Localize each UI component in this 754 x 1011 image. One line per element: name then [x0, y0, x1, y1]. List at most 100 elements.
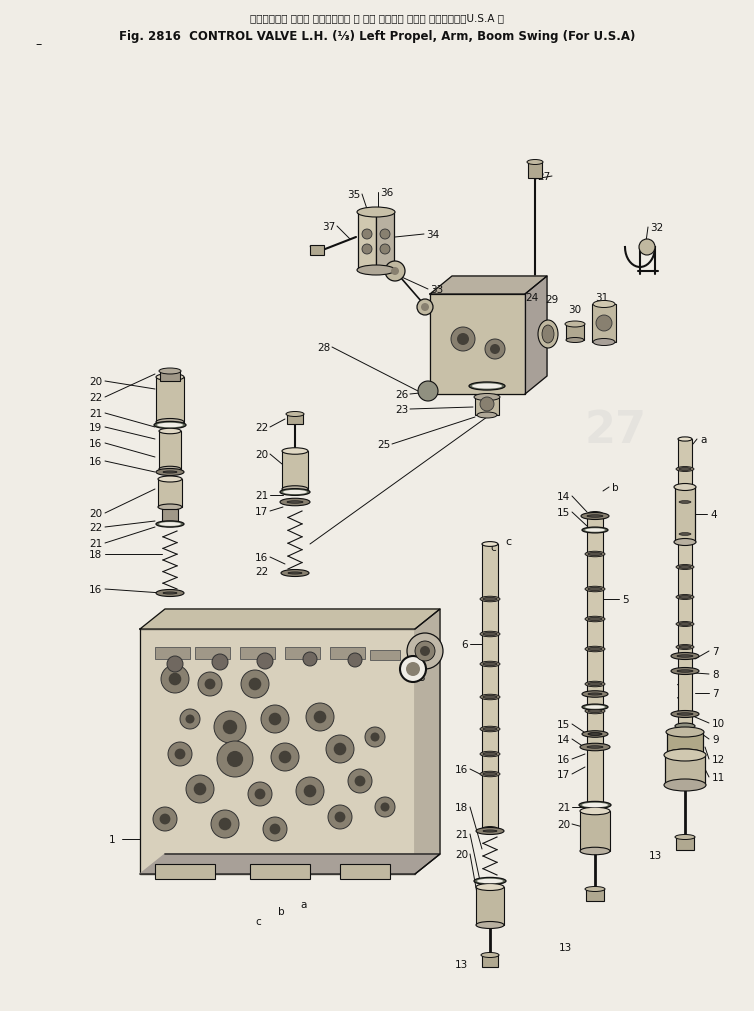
- Polygon shape: [140, 610, 440, 630]
- Text: 11: 11: [712, 772, 725, 783]
- Circle shape: [185, 715, 195, 724]
- Bar: [330, 647, 365, 659]
- Ellipse shape: [588, 648, 602, 651]
- Circle shape: [271, 743, 299, 771]
- Text: 36: 36: [380, 188, 394, 198]
- Circle shape: [304, 785, 316, 798]
- Ellipse shape: [679, 566, 691, 569]
- Text: 21: 21: [255, 490, 268, 500]
- Ellipse shape: [666, 749, 704, 759]
- Circle shape: [268, 713, 281, 726]
- Ellipse shape: [678, 438, 692, 442]
- Ellipse shape: [580, 808, 610, 815]
- Circle shape: [175, 749, 185, 759]
- Ellipse shape: [676, 565, 694, 570]
- Text: a: a: [700, 435, 706, 445]
- Polygon shape: [430, 295, 525, 394]
- Text: 31: 31: [595, 293, 608, 302]
- Ellipse shape: [679, 623, 691, 626]
- Ellipse shape: [585, 732, 605, 737]
- Ellipse shape: [587, 746, 603, 748]
- Text: 26: 26: [395, 389, 408, 399]
- Ellipse shape: [483, 752, 497, 756]
- Text: 16: 16: [89, 584, 102, 594]
- Bar: [240, 647, 275, 659]
- Ellipse shape: [481, 952, 499, 957]
- Text: 24: 24: [525, 293, 538, 302]
- Circle shape: [328, 805, 352, 829]
- Text: 15: 15: [556, 508, 570, 518]
- Circle shape: [380, 245, 390, 255]
- Ellipse shape: [483, 633, 497, 636]
- Ellipse shape: [357, 208, 395, 217]
- Circle shape: [194, 783, 207, 796]
- Ellipse shape: [585, 586, 605, 592]
- Circle shape: [354, 775, 366, 787]
- Ellipse shape: [480, 727, 500, 732]
- Text: 34: 34: [426, 229, 440, 240]
- Text: 7: 7: [712, 646, 719, 656]
- Circle shape: [160, 814, 170, 825]
- Text: 14: 14: [556, 734, 570, 744]
- Text: 22: 22: [89, 523, 102, 533]
- Ellipse shape: [158, 504, 182, 511]
- Ellipse shape: [476, 828, 504, 835]
- Circle shape: [204, 679, 216, 690]
- Text: 20: 20: [89, 509, 102, 519]
- Text: 21: 21: [455, 829, 468, 839]
- Circle shape: [407, 633, 443, 669]
- Text: 16: 16: [89, 457, 102, 466]
- Text: 12: 12: [712, 754, 725, 764]
- Ellipse shape: [580, 847, 610, 855]
- Text: 21: 21: [89, 408, 102, 419]
- Circle shape: [348, 769, 372, 794]
- Ellipse shape: [585, 529, 605, 532]
- Text: 27: 27: [537, 172, 550, 182]
- Ellipse shape: [477, 412, 497, 419]
- Circle shape: [257, 653, 273, 669]
- Ellipse shape: [287, 501, 303, 503]
- Circle shape: [211, 810, 239, 838]
- Circle shape: [418, 381, 438, 401]
- Ellipse shape: [565, 321, 585, 328]
- Ellipse shape: [666, 727, 704, 737]
- Bar: [475, 397, 499, 416]
- Ellipse shape: [288, 572, 302, 574]
- Ellipse shape: [159, 429, 181, 435]
- Ellipse shape: [585, 552, 605, 557]
- Ellipse shape: [677, 670, 693, 672]
- Text: 7: 7: [712, 688, 719, 699]
- Ellipse shape: [158, 476, 182, 482]
- Circle shape: [334, 743, 346, 755]
- Circle shape: [217, 741, 253, 777]
- Ellipse shape: [480, 751, 500, 757]
- Circle shape: [375, 798, 395, 817]
- Ellipse shape: [477, 879, 503, 884]
- Circle shape: [417, 299, 433, 315]
- Text: 22: 22: [255, 566, 268, 576]
- Ellipse shape: [593, 301, 615, 308]
- Circle shape: [241, 670, 269, 699]
- Ellipse shape: [676, 500, 694, 504]
- Circle shape: [296, 777, 324, 805]
- Circle shape: [400, 656, 426, 682]
- Circle shape: [596, 315, 612, 332]
- Ellipse shape: [483, 663, 497, 666]
- Circle shape: [421, 303, 429, 311]
- Ellipse shape: [671, 668, 699, 674]
- Ellipse shape: [585, 617, 605, 622]
- Polygon shape: [140, 630, 415, 875]
- Ellipse shape: [588, 553, 602, 556]
- Bar: [566, 325, 584, 341]
- Bar: [675, 487, 695, 543]
- Ellipse shape: [482, 827, 498, 832]
- Ellipse shape: [588, 733, 602, 736]
- Ellipse shape: [677, 655, 693, 657]
- Text: c: c: [490, 543, 495, 552]
- Ellipse shape: [156, 522, 184, 528]
- Bar: [358, 212, 376, 271]
- Ellipse shape: [474, 394, 500, 401]
- Ellipse shape: [157, 424, 183, 428]
- Polygon shape: [140, 854, 440, 875]
- Bar: [156, 378, 184, 423]
